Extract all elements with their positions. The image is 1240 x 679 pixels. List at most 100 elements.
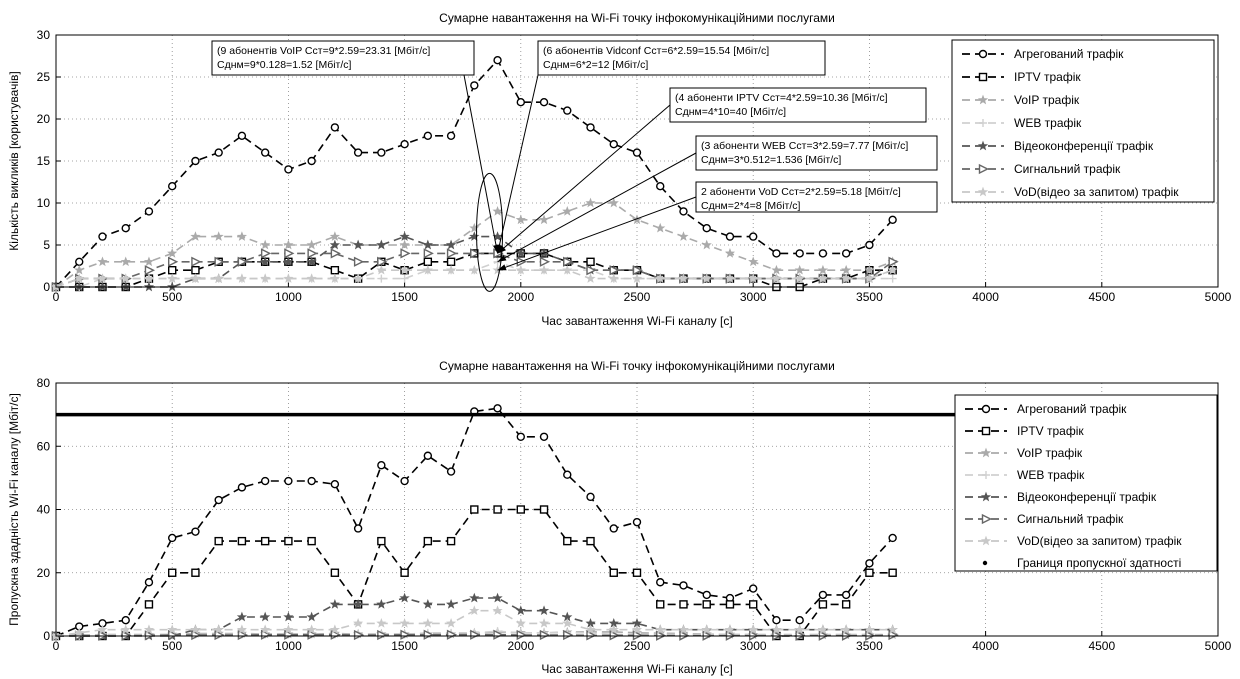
data-point [329,231,340,241]
data-point [214,495,223,505]
data-point [377,461,386,470]
data-point [585,624,596,635]
annotation-arrow [497,196,697,271]
data-point [445,599,457,609]
data-point [353,148,363,157]
data-point [469,231,480,241]
data-point [190,624,201,635]
y-tick-label: 20 [37,566,51,580]
data-point [376,264,387,275]
data-point [353,629,365,641]
data-point [168,256,179,267]
data-point [236,231,248,241]
data-point [306,256,317,267]
data-point [445,264,457,275]
legend-marker [980,535,992,546]
annotation-text: Сднм=9*0.128=1.52 [Мбіт/с] [217,59,352,71]
x-tick-label: 3000 [740,290,767,304]
data-point [516,432,525,441]
data-point [376,239,387,250]
legend-label: Агрегований трафік [1014,47,1124,61]
data-point [446,629,458,640]
data-point [143,256,155,267]
data-point [283,239,294,250]
legend-entry: Відеоконференції трафік [962,139,1154,153]
data-point [678,273,689,283]
legend-box [951,39,1215,203]
annotation-arrow [497,152,697,263]
data-point [260,148,270,157]
legend-entry: VoIP трафік [965,446,1083,460]
x-tick-label: 1000 [275,639,302,653]
data-point [446,248,458,259]
data-point [97,624,108,635]
data-point [772,615,781,625]
data-point [237,629,248,641]
data-point [702,590,711,600]
data-point [353,524,363,533]
data-point [679,207,688,216]
legend-marker [978,163,990,175]
data-point [608,197,619,208]
y-axis-label: Кількість викликів [користувачів] [7,71,21,250]
legend-label: Відеоконференції трафік [1017,490,1157,504]
data-point [632,517,642,527]
y-tick-label: 20 [37,112,51,126]
data-point [422,599,433,609]
data-point [515,264,526,275]
y-tick-label: 0 [43,629,50,643]
data-point [121,615,130,625]
data-point [493,629,504,640]
data-point [655,624,666,635]
data-point [191,256,202,267]
data-point [329,239,340,250]
data-point [865,568,874,577]
data-point [469,605,480,616]
data-point [167,624,178,635]
data-point [563,470,572,479]
data-point [609,630,620,641]
data-point [307,156,316,166]
annotation-text: Сднм=2*4=8 [Мбіт/с] [701,200,800,212]
chart-title: Сумарне навантаження на Wi-Fi точку інфо… [439,11,835,25]
data-point [260,476,270,486]
data-point [586,630,597,641]
x-tick-label: 2000 [507,290,534,304]
data-point [190,273,201,283]
series-6 [50,605,898,641]
annotation-arrow [463,74,499,254]
data-point [515,214,526,225]
data-point [190,231,201,241]
legend-label: Сигнальний трафік [1017,512,1124,526]
data-point [841,273,852,283]
data-point [213,273,224,283]
data-point [841,624,852,635]
data-point [818,590,828,600]
annotation-arrow [497,104,671,254]
legend-entry: WEB трафік [962,116,1082,130]
y-tick-label: 15 [37,154,51,168]
data-point [817,264,829,275]
legend-marker [982,560,988,566]
x-tick-label: 500 [162,639,182,653]
legend-marker [981,513,993,525]
legend-label: Відеоконференції трафік [1014,139,1154,153]
data-point [446,131,456,141]
data-point [469,264,480,275]
calls-chart: 0 500 1000 1500 2000 2500 3000 3500 4000 4500 5000… [7,11,1232,328]
data-point [632,265,644,276]
x-tick-label: 4500 [1088,290,1115,304]
legend-marker [977,140,989,151]
data-point [516,97,525,107]
data-point [399,618,410,628]
data-point [702,223,711,233]
data-point [283,611,294,622]
data-point [377,536,386,546]
arrow-head [497,264,507,271]
data-point [306,273,317,283]
legend-entry: VoIP трафік [962,93,1080,107]
data-point [679,600,688,609]
legend-label: WEB трафік [1014,116,1082,130]
data-point [260,239,271,250]
data-point [631,624,643,635]
